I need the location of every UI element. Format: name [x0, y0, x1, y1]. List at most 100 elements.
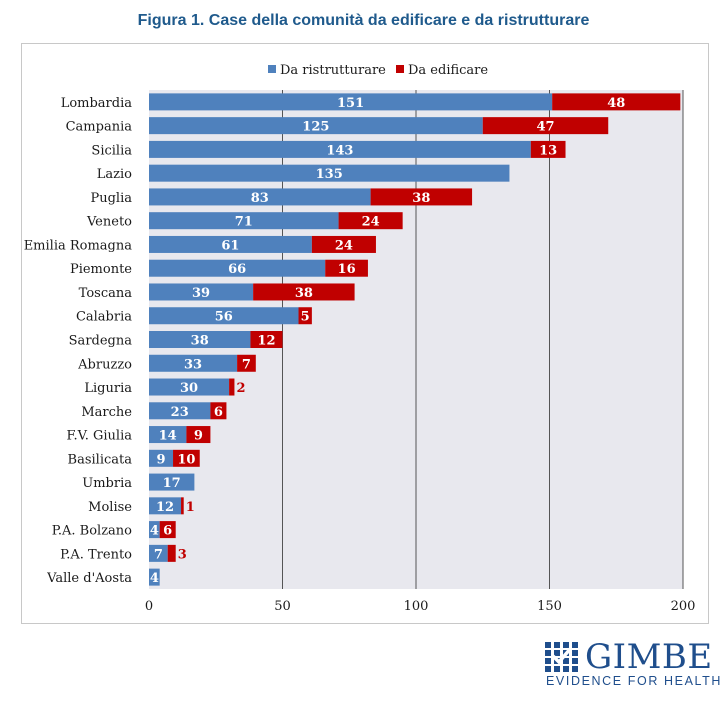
data-label-ristrutturare: 151: [337, 96, 364, 111]
bar-edificare: [298, 307, 312, 325]
data-label-ristrutturare: 39: [192, 286, 210, 301]
data-label-ristrutturare: 4: [150, 524, 159, 539]
data-label-ristrutturare: 56: [215, 310, 233, 325]
data-label-ristrutturare: 14: [159, 429, 177, 444]
bar-ristrutturare: [149, 473, 195, 491]
x-tick-label: 50: [274, 599, 291, 614]
data-label-ristrutturare: 23: [171, 405, 189, 420]
category-label: Sicilia: [91, 143, 132, 158]
category-label: Basilicata: [68, 452, 133, 467]
data-label-ristrutturare: 7: [154, 547, 163, 562]
bar-edificare: [229, 378, 235, 396]
data-label-ristrutturare: 30: [180, 381, 198, 396]
bar-ristrutturare: [149, 331, 251, 348]
bar-ristrutturare: [149, 93, 553, 111]
bar-ristrutturare: [149, 497, 182, 515]
data-label-edificare: 9: [194, 429, 203, 444]
bar-ristrutturare: [149, 544, 168, 562]
bar-edificare: [186, 426, 211, 444]
category-label: Valle d'Aosta: [46, 571, 132, 586]
data-label-edificare: 6: [214, 405, 223, 420]
data-label-ristrutturare: 61: [221, 238, 239, 253]
bar-edificare: [338, 212, 403, 230]
bar-edificare: [237, 354, 256, 372]
bar-ristrutturare: [149, 449, 174, 467]
data-label-edificare: 47: [536, 120, 554, 135]
legend-swatch-ristrutturare: [268, 65, 276, 73]
data-label-edificare: 38: [412, 191, 430, 206]
x-tick-label: 100: [404, 599, 429, 614]
category-label: Molise: [88, 500, 132, 515]
data-label-edificare: 13: [539, 143, 557, 158]
data-label-edificare: 3: [178, 547, 187, 562]
category-label: P.A. Trento: [60, 547, 132, 562]
bar-ristrutturare: [149, 568, 160, 586]
bar-edificare: [167, 544, 176, 562]
gimbe-logo-mark-icon: [545, 642, 578, 672]
data-label-ristrutturare: 71: [235, 215, 253, 230]
category-label: F.V. Giulia: [67, 429, 133, 444]
bar-ristrutturare: [149, 283, 254, 301]
data-label-edificare: 7: [242, 357, 251, 372]
bar-ristrutturare: [149, 117, 483, 135]
bar-ristrutturare: [149, 140, 531, 158]
data-label-edificare: 1: [186, 500, 195, 515]
bar-edificare: [253, 283, 355, 301]
x-tick-label: 0: [145, 599, 153, 614]
bar-ristrutturare: [149, 521, 160, 539]
chart-frame: 0 50 100 150 200 Da ristrutturare Da edificare…: [21, 43, 709, 624]
legend-label-ristrutturare: Da ristrutturare: [280, 63, 386, 78]
bar-ristrutturare: [149, 259, 326, 277]
category-label: Calabria: [76, 310, 132, 325]
category-label: Liguria: [84, 381, 132, 396]
data-label-ristrutturare: 9: [156, 452, 165, 467]
category-label: Puglia: [90, 191, 132, 206]
data-label-edificare: 38: [295, 286, 313, 301]
bar-ristrutturare: [149, 307, 299, 325]
data-label-ristrutturare: 4: [150, 571, 159, 586]
bar-edificare: [250, 331, 283, 348]
bar-ristrutturare: [149, 354, 238, 372]
bar-ristrutturare: [149, 426, 187, 444]
x-tick-label: 150: [537, 599, 562, 614]
bar-edificare: [181, 497, 184, 515]
bar-edificare: [173, 449, 200, 467]
category-label: Sardegna: [69, 334, 133, 349]
data-label-ristrutturare: 17: [163, 476, 181, 491]
logo-tagline: EVIDENCE FOR HEALTH: [546, 674, 723, 688]
legend-label-edificare: Da edificare: [408, 63, 488, 78]
data-label-edificare: 48: [607, 96, 625, 111]
data-label-edificare: 2: [236, 381, 245, 396]
bar-ristrutturare: [149, 188, 371, 206]
data-label-ristrutturare: 125: [302, 120, 329, 135]
chart-title: Figura 1. Case della comunità da edifica…: [137, 12, 590, 29]
bar-edificare: [311, 235, 376, 253]
bar-edificare: [552, 93, 681, 111]
category-label: Campania: [66, 120, 133, 135]
data-label-ristrutturare: 33: [184, 357, 202, 372]
category-label: P.A. Bolzano: [52, 524, 132, 539]
category-label: Emilia Romagna: [24, 238, 133, 253]
data-label-ristrutturare: 66: [228, 262, 246, 277]
bar-ristrutturare: [149, 235, 312, 253]
category-label: Umbria: [82, 476, 132, 491]
data-label-edificare: 6: [163, 524, 172, 539]
category-label: Lombardia: [61, 96, 133, 111]
x-tick-label: 200: [671, 599, 696, 614]
bar-edificare: [210, 402, 227, 420]
data-label-ristrutturare: 135: [316, 167, 343, 182]
data-label-ristrutturare: 143: [326, 143, 353, 158]
bar-ristrutturare: [149, 378, 230, 396]
data-label-ristrutturare: 83: [251, 191, 269, 206]
data-label-edificare: 16: [338, 262, 356, 277]
legend-swatch-edificare: [396, 65, 404, 73]
chart-svg: 0 50 100 150 200 Da ristrutturare Da edificare…: [24, 63, 696, 614]
bar-ristrutturare: [149, 164, 510, 182]
data-label-edificare: 5: [301, 310, 310, 325]
data-label-ristrutturare: 38: [191, 334, 209, 349]
data-label-ristrutturare: 12: [156, 500, 174, 515]
category-label: Veneto: [86, 215, 132, 230]
data-label-edificare: 24: [362, 215, 380, 230]
category-label: Abruzzo: [77, 357, 132, 372]
data-label-edificare: 24: [335, 238, 353, 253]
